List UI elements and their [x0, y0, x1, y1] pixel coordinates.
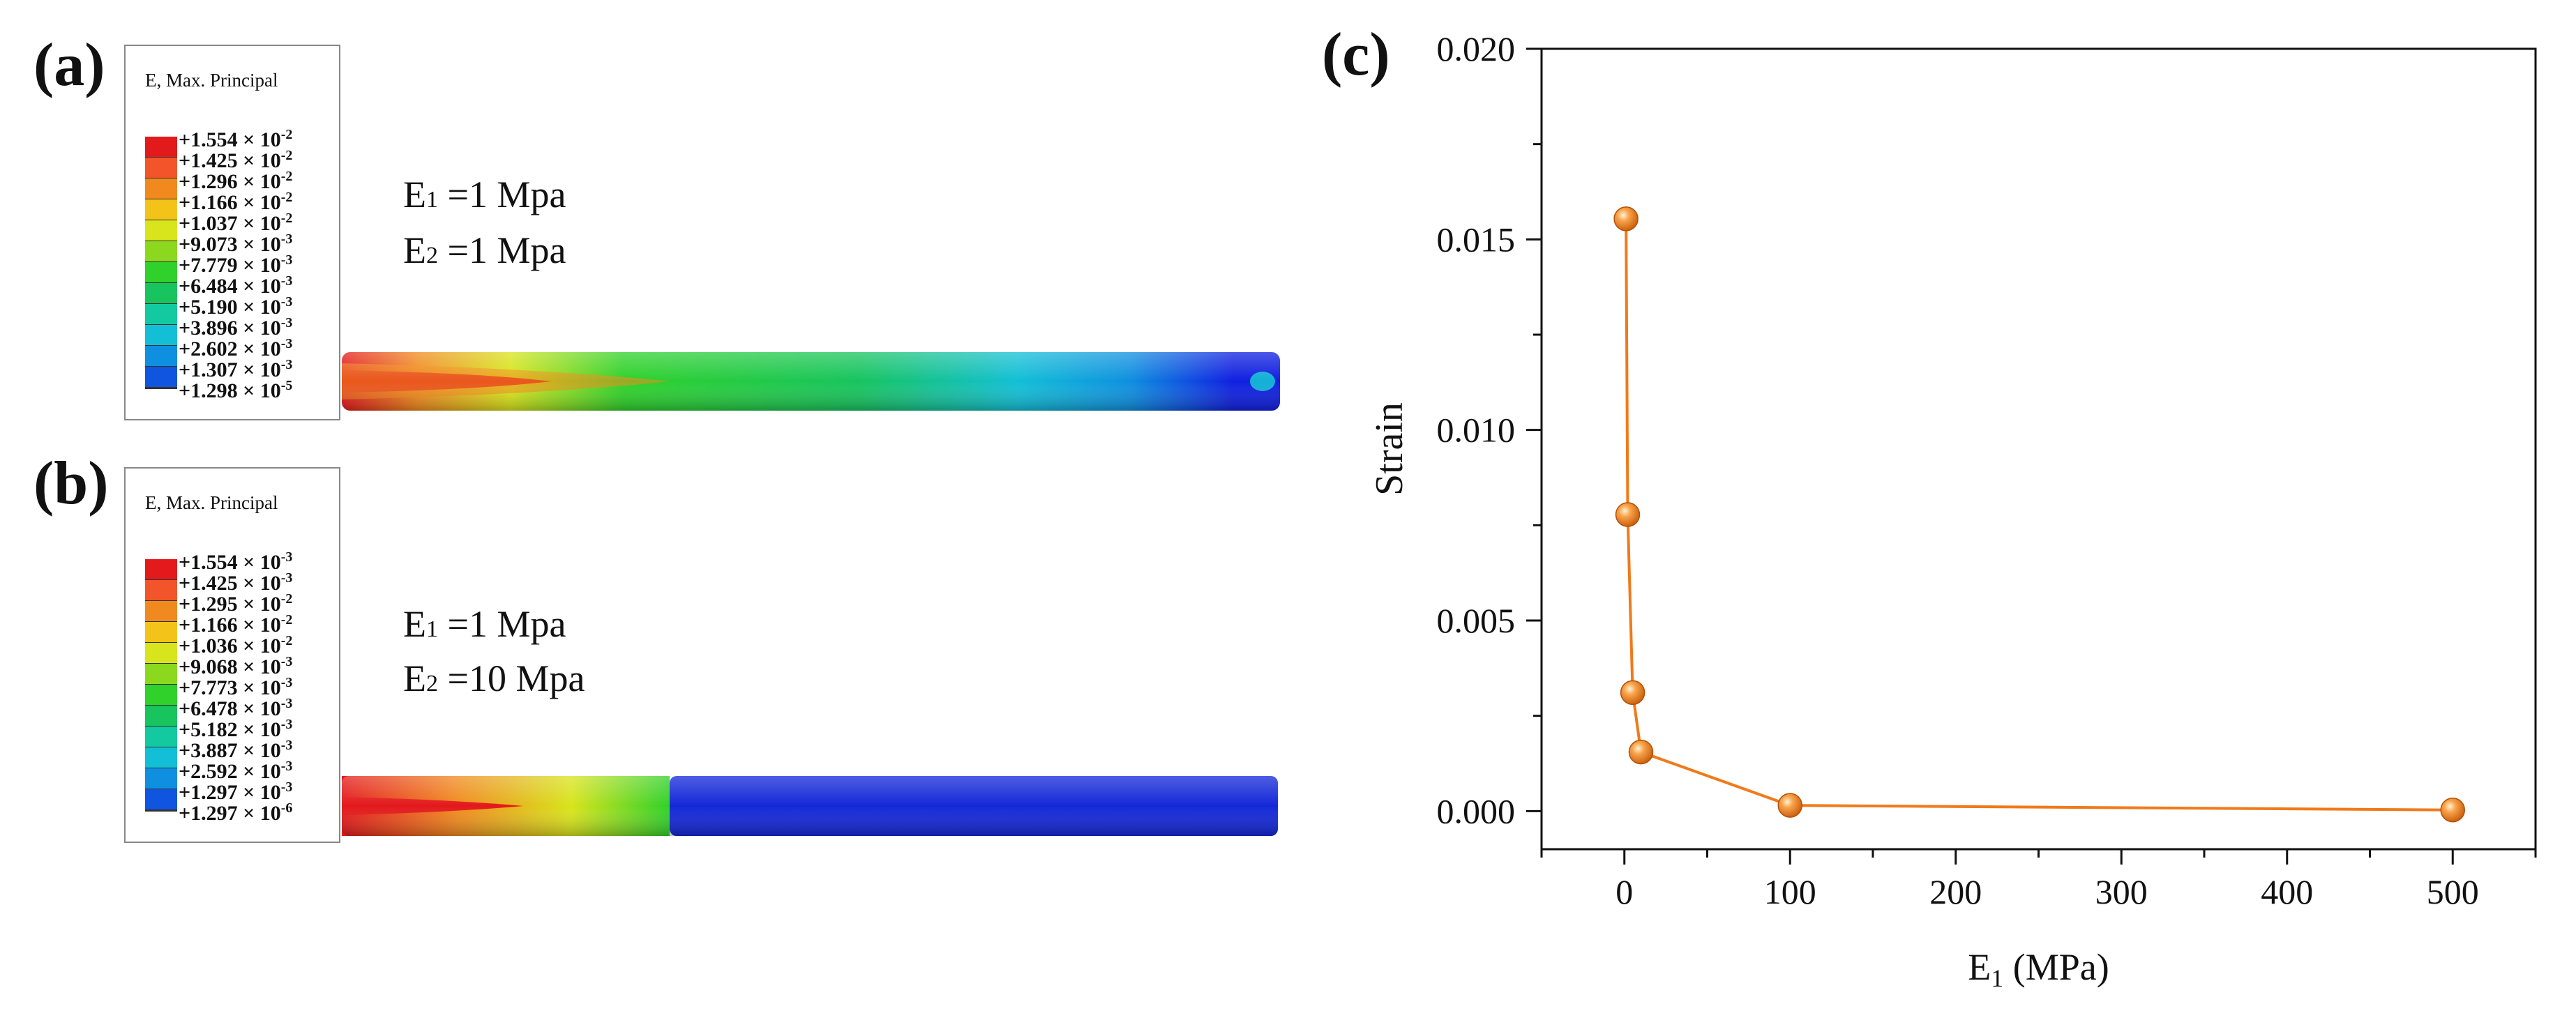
colorbar-value-label: +1.425 × 10-2 — [179, 148, 293, 172]
panel-b-rod-model — [342, 776, 1278, 836]
panel-a-label: (a) — [33, 31, 105, 99]
rod-b-shading — [342, 776, 1278, 836]
colorbar-value-label: +1.307 × 10-3 — [179, 357, 293, 381]
colorbar-cell — [145, 283, 177, 304]
colorbar-value-label: +1.425 × 10-3 — [179, 570, 293, 595]
x-tick-label: 300 — [2095, 872, 2148, 911]
strain-data-point — [1613, 206, 1639, 231]
colorbar-cell — [145, 706, 177, 726]
colorbar-cell — [145, 241, 177, 262]
panel-b-legend-title: E, Max. Principal — [145, 492, 278, 513]
panel-a-rod-model — [342, 352, 1280, 411]
colorbar-value-label: +9.068 × 10-3 — [179, 654, 293, 678]
strain-data-point — [1777, 793, 1802, 818]
y-tick-label: 0.000 — [1437, 791, 1516, 830]
panel-a-legend-title: E, Max. Principal — [145, 70, 278, 91]
colorbar-cell — [145, 559, 177, 580]
colorbar-cell — [145, 664, 177, 685]
colorbar-cell — [145, 622, 177, 643]
panel-b-e2-text: E2 =10 Mpa — [403, 657, 585, 699]
y-tick-label: 0.015 — [1437, 220, 1516, 259]
panel-b-legend: E, Max. Principal +1.554 × 10-3 +1.425 × … — [124, 467, 340, 843]
colorbar-value-label: +3.887 × 10-3 — [179, 738, 293, 762]
strain-series-line — [1625, 218, 2453, 812]
colorbar-cell — [145, 726, 177, 747]
x-tick-label: 200 — [1929, 872, 1982, 911]
x-tick-label: 400 — [2261, 872, 2313, 911]
y-tick-label: 0.020 — [1437, 29, 1516, 68]
colorbar-cell — [145, 304, 177, 325]
colorbar-cell — [145, 580, 177, 601]
colorbar-value-label: +1.296 × 10-2 — [179, 169, 293, 193]
panel-a-e1-text: E1 =1 Mpa — [403, 174, 566, 215]
colorbar-value-label: +6.478 × 10-3 — [179, 696, 293, 720]
colorbar-cell — [145, 220, 177, 241]
colorbar-cell — [145, 158, 177, 178]
colorbar-cell — [145, 685, 177, 706]
colorbar-value-label: +1.554 × 10-3 — [179, 549, 293, 574]
colorbar-cell — [145, 346, 177, 367]
panel-a-legend: E, Max. Principal +1.554 × 10-2 +1.425 × … — [124, 45, 340, 420]
colorbar-cell — [145, 601, 177, 622]
strain-data-point — [1615, 502, 1641, 527]
colorbar-value-label: +1.166 × 10-2 — [179, 612, 293, 637]
colorbar-value-label: +5.190 × 10-3 — [179, 294, 293, 319]
strain-data-point — [1628, 739, 1654, 765]
y-axis-label: Strain — [1368, 402, 1411, 496]
colorbar-value-label: +1.297 × 10-3 — [179, 779, 293, 804]
x-axis-label: E1 (MPa) — [1968, 946, 2109, 992]
colorbar-cell — [145, 199, 177, 220]
colorbar-value-label: +1.166 × 10-2 — [179, 190, 293, 214]
panel-c-label: (c) — [1322, 21, 1390, 89]
colorbar-value-label: +1.554 × 10-2 — [179, 127, 293, 151]
colorbar-cell — [145, 789, 177, 810]
colorbar-cell — [145, 262, 177, 283]
colorbar-value-label: +5.182 × 10-3 — [179, 717, 293, 741]
colorbar-cell — [145, 367, 177, 388]
colorbar-value-label: +2.592 × 10-3 — [179, 759, 293, 783]
colorbar-value-label: +3.896 × 10-3 — [179, 315, 293, 340]
panel-a-e2-text: E2 =1 Mpa — [403, 229, 566, 271]
panel-b-label: (b) — [33, 450, 109, 517]
colorbar-cell — [145, 178, 177, 199]
colorbar-value-label: +1.036 × 10-2 — [179, 633, 293, 657]
y-tick-label: 0.010 — [1437, 411, 1516, 450]
y-tick-label: 0.005 — [1437, 601, 1516, 640]
colorbar-value-label: +7.773 × 10-3 — [179, 675, 293, 699]
colorbar-value-label: +2.602 × 10-3 — [179, 336, 293, 360]
plot-frame — [1540, 47, 2537, 851]
colorbar-cell — [145, 768, 177, 789]
x-tick-label: 500 — [2427, 872, 2479, 911]
colorbar-cell — [145, 643, 177, 664]
x-tick-label: 0 — [1615, 872, 1633, 911]
colorbar-cell — [145, 747, 177, 768]
colorbar-value-label: +1.037 × 10-2 — [179, 211, 293, 235]
strain-data-point — [2440, 797, 2465, 823]
rod-a-shading — [342, 352, 1280, 411]
colorbar-value-label: +6.484 × 10-3 — [179, 273, 293, 298]
colorbar-value-label: +1.298 × 10-5 — [179, 378, 293, 402]
colorbar-cell — [145, 325, 177, 346]
colorbar-value-label: +9.073 × 10-3 — [179, 231, 293, 256]
colorbar-value-label: +1.297 × 10-6 — [179, 800, 293, 825]
colorbar-value-label: +7.779 × 10-3 — [179, 252, 293, 277]
colorbar-cell — [145, 137, 177, 158]
x-tick-label: 100 — [1764, 872, 1816, 911]
panel-b-e1-text: E1 =1 Mpa — [403, 603, 566, 645]
colorbar-value-label: +1.295 × 10-2 — [179, 591, 293, 616]
strain-data-point — [1620, 680, 1645, 706]
